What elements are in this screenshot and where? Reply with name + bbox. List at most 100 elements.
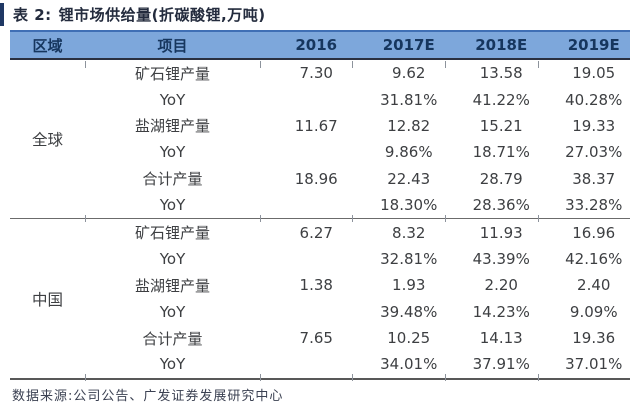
value-cell: 40.28% (565, 90, 623, 109)
value-cell: 9.09% (569, 302, 618, 321)
region-label: 中国 (31, 290, 63, 309)
value-cell: 42.16% (565, 249, 623, 268)
header-cell-item: 项目 (157, 36, 188, 55)
item-cell: YoY (159, 302, 186, 321)
region-label: 全球 (31, 131, 63, 150)
rule-tick-mark (85, 374, 86, 381)
table-row: YoY 32.81% 43.39% 42.16% (10, 246, 630, 272)
rule-tick-mark (538, 61, 539, 68)
value-cell: 13.58 (479, 64, 523, 83)
value-cell: 28.79 (479, 169, 523, 188)
value-cell: 39.48% (380, 302, 438, 321)
table-section: 中国 矿石锂产量 6.27 8.32 11.93 16.96 YoY 32.81% 43.39%… (10, 218, 630, 377)
rule-tick-mark (260, 215, 261, 222)
value-cell: 18.30% (380, 196, 438, 215)
value-cell: 2.20 (484, 276, 518, 295)
item-cell: YoY (159, 90, 186, 109)
table-title-text: 锂市场供给量(折碳酸锂,万吨) (58, 6, 266, 24)
item-cell: YoY (159, 249, 186, 268)
value-cell: 31.81% (380, 90, 438, 109)
item-cell: YoY (159, 196, 186, 215)
value-cell: 41.22% (472, 90, 530, 109)
rule-tick-mark (260, 374, 261, 381)
rule-tick-mark (85, 215, 86, 222)
item-cell: 合计产量 (142, 170, 203, 189)
item-cell: 矿石锂产量 (134, 224, 210, 243)
value-cell: 37.91% (472, 355, 530, 374)
value-cell: 15.21 (479, 116, 523, 135)
table-row: YoY 39.48% 14.23% 9.09% (10, 299, 630, 325)
rule-tick-mark (352, 61, 353, 68)
value-cell: 37.01% (565, 355, 623, 374)
table-row: 合计产量 7.65 10.25 14.13 19.36 (10, 325, 630, 351)
item-cell: 盐湖锂产量 (134, 117, 210, 136)
value-cell: 18.96 (294, 169, 338, 188)
table-title-prefix: 表 2: (13, 6, 52, 24)
value-cell: 38.37 (572, 169, 616, 188)
value-cell: 28.36% (472, 196, 530, 215)
value-cell: 1.38 (299, 276, 333, 295)
table-row: 盐湖锂产量 11.67 12.82 15.21 19.33 (10, 113, 630, 139)
table-row: 矿石锂产量 7.30 9.62 13.58 19.05 (10, 60, 630, 86)
value-cell: 34.01% (380, 355, 438, 374)
value-cell: 14.13 (479, 329, 523, 348)
item-cell: YoY (159, 355, 186, 374)
table-row: YoY 34.01% 37.91% 37.01% (10, 351, 630, 377)
value-cell: 19.36 (572, 329, 616, 348)
value-cell: 2.40 (577, 276, 611, 295)
item-cell: 盐湖锂产量 (134, 276, 210, 295)
value-cell: 7.30 (299, 64, 333, 83)
table-row: YoY 31.81% 41.22% 40.28% (10, 86, 630, 112)
value-cell: 27.03% (565, 143, 623, 162)
value-cell: 10.25 (387, 329, 431, 348)
table-row: YoY 9.86% 18.71% 27.03% (10, 139, 630, 165)
value-cell: 16.96 (572, 223, 616, 242)
header-cell-region: 区域 (32, 36, 63, 55)
rule-tick-mark (352, 215, 353, 222)
table-row: YoY 18.30% 28.36% 33.28% (10, 192, 630, 218)
value-cell: 33.28% (565, 196, 623, 215)
value-cell: 11.67 (294, 116, 338, 135)
header-cell-2017e: 2017E (382, 36, 435, 54)
table-title: 表 2: 锂市场供给量(折碳酸锂,万吨) (13, 4, 266, 25)
value-cell: 43.39% (472, 249, 530, 268)
rule-tick-mark (538, 374, 539, 381)
value-cell: 19.05 (572, 64, 616, 83)
value-cell: 6.27 (299, 223, 333, 242)
value-cell: 9.86% (384, 143, 433, 162)
table-header-row: 区域 项目 2016 2017E 2018E 2019E (10, 30, 630, 60)
rule-tick-mark (445, 61, 446, 68)
header-cell-2019e: 2019E (567, 36, 620, 54)
rule-tick-mark (445, 215, 446, 222)
rule-tick-mark (538, 215, 539, 222)
rule-tick-mark (85, 61, 86, 68)
value-cell: 7.65 (299, 329, 333, 348)
table-body: 全球 矿石锂产量 7.30 9.62 13.58 19.05 YoY 31.81% 41.22%… (10, 60, 630, 380)
value-cell: 8.32 (392, 223, 426, 242)
table-row: 矿石锂产量 6.27 8.32 11.93 16.96 (10, 219, 630, 245)
value-cell: 32.81% (380, 249, 438, 268)
value-cell: 19.33 (572, 116, 616, 135)
value-cell: 1.93 (392, 276, 426, 295)
data-source-label: 数据来源: (12, 389, 74, 404)
table-row: 合计产量 18.96 22.43 28.79 38.37 (10, 166, 630, 192)
item-cell: YoY (159, 143, 186, 162)
data-source-text: 公司公告、广发证券发展研究中心 (73, 389, 284, 404)
header-cell-2016: 2016 (295, 36, 338, 54)
item-cell: 合计产量 (142, 329, 203, 348)
value-cell: 18.71% (472, 143, 530, 162)
value-cell: 22.43 (387, 169, 431, 188)
item-cell: 矿石锂产量 (134, 64, 210, 83)
title-accent-bar (0, 3, 4, 26)
header-cell-2018e: 2018E (475, 36, 528, 54)
data-source-note: 数据来源:公司公告、广发证券发展研究中心 (12, 385, 283, 404)
rule-tick-mark (352, 374, 353, 381)
rule-tick-mark (260, 61, 261, 68)
data-table: 区域 项目 2016 2017E 2018E 2019E 全球 矿石锂产量 7.30… (10, 30, 630, 381)
table-row: 盐湖锂产量 1.38 1.93 2.20 2.40 (10, 272, 630, 298)
value-cell: 14.23% (472, 302, 530, 321)
value-cell: 11.93 (479, 223, 523, 242)
table-section: 全球 矿石锂产量 7.30 9.62 13.58 19.05 YoY 31.81% 41.22%… (10, 60, 630, 218)
value-cell: 9.62 (392, 64, 426, 83)
